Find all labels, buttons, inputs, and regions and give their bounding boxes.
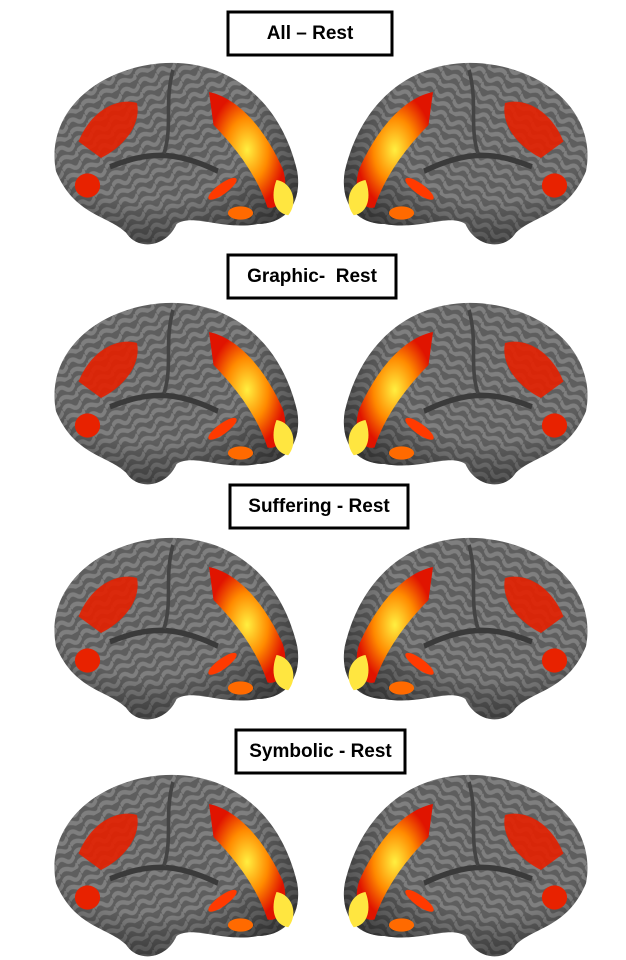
panel-label: Graphic- Rest xyxy=(247,266,378,287)
right-hemisphere xyxy=(344,63,588,244)
panels: All – Rest Graphic- Rest Suffering - Rest S… xyxy=(54,10,588,956)
left-hemisphere xyxy=(54,63,298,244)
panel-label: Symbolic - Rest xyxy=(249,741,392,762)
right-hemisphere xyxy=(344,538,588,719)
panel: All – Rest xyxy=(54,10,588,244)
panel: Symbolic - Rest xyxy=(54,728,588,956)
panel: Suffering - Rest xyxy=(54,483,588,719)
left-hemisphere xyxy=(54,775,298,956)
panel: Graphic- Rest xyxy=(54,253,588,484)
label-box xyxy=(226,10,394,57)
panel-label: Suffering - Rest xyxy=(248,496,390,517)
left-hemisphere xyxy=(54,303,298,484)
label-box xyxy=(228,483,410,530)
left-hemisphere xyxy=(54,538,298,719)
panel-label: All – Rest xyxy=(267,23,354,44)
right-hemisphere xyxy=(344,775,588,956)
label-box xyxy=(234,728,407,775)
label-box xyxy=(226,253,398,300)
right-hemisphere xyxy=(344,303,588,484)
